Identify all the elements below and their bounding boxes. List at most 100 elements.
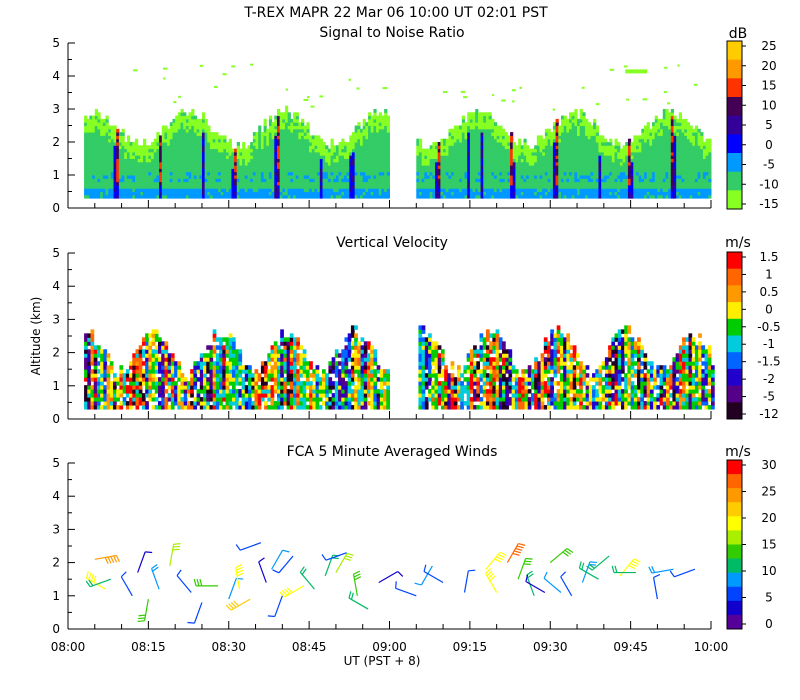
snr-cell <box>92 168 96 173</box>
snr-cell <box>702 194 707 199</box>
snr-cell <box>534 184 538 189</box>
snr-cell <box>386 188 390 192</box>
snr-cell <box>582 122 586 126</box>
snr-cell <box>293 125 297 130</box>
snr-cell <box>86 122 90 126</box>
velocity-cell <box>93 365 98 370</box>
velocity-cell <box>87 333 92 338</box>
snr-cell <box>121 155 125 159</box>
snr-cell <box>268 138 273 143</box>
snr-cell <box>638 151 642 156</box>
snr-cell <box>84 135 88 140</box>
snr-cell <box>544 142 549 146</box>
snr-cell <box>456 148 460 153</box>
snr-cell <box>569 155 573 159</box>
snr-cell <box>263 181 267 186</box>
snr-cell <box>94 118 98 123</box>
snr-cell <box>295 128 299 133</box>
snr-cell <box>595 184 599 189</box>
snr-cell <box>544 135 549 140</box>
snr-cell <box>686 165 691 169</box>
snr-cell <box>676 191 680 196</box>
snr-cell <box>603 138 608 143</box>
snr-cell <box>191 168 195 173</box>
snr-cell <box>542 165 546 169</box>
snr-cell <box>518 191 522 196</box>
snr-cell <box>563 184 567 189</box>
snr-cell <box>472 151 476 156</box>
snr-cell <box>496 142 500 146</box>
snr-cell <box>236 191 240 196</box>
snr-cell <box>678 122 683 126</box>
snr-cell <box>247 168 251 173</box>
snr-cell <box>662 115 666 120</box>
snr-cell <box>185 165 190 169</box>
snr-cell <box>544 155 549 159</box>
snr-cell <box>113 125 117 130</box>
snr-cell <box>287 158 291 163</box>
snr-cell <box>314 142 318 146</box>
snr-cell <box>534 161 538 166</box>
snr-cell <box>351 132 356 136</box>
snr-cell <box>129 151 133 156</box>
snr-cell <box>381 178 385 183</box>
snr-cell <box>346 191 350 196</box>
snr-cell <box>686 151 691 156</box>
snr-cell <box>134 175 139 179</box>
snr-cell <box>276 194 281 199</box>
snr-cell <box>670 165 674 169</box>
snr-cell <box>477 175 482 179</box>
snr-cell <box>285 151 289 156</box>
snr-cell <box>569 184 573 189</box>
snr-cell <box>665 109 669 113</box>
colorbar-label: 20 <box>761 59 776 73</box>
snr-cell <box>193 191 198 196</box>
snr-cell <box>601 138 605 143</box>
snr-cell <box>341 165 345 169</box>
snr-cell <box>279 191 283 196</box>
velocity-cell <box>84 369 88 374</box>
snr-cell <box>108 138 112 143</box>
snr-cell <box>113 135 117 140</box>
snr-cell <box>512 145 516 150</box>
snr-cell <box>258 148 262 153</box>
snr-cell <box>560 135 565 140</box>
snr-cell <box>574 109 578 113</box>
snr-cell <box>360 178 364 183</box>
snr-cell <box>617 178 621 183</box>
snr-cell <box>421 194 425 199</box>
snr-cell <box>333 181 337 186</box>
snr-cell <box>357 161 361 166</box>
snr-cell <box>660 194 664 199</box>
snr-cell <box>384 138 388 143</box>
snr-cell <box>226 161 230 166</box>
snr-cell <box>585 128 589 133</box>
snr-cell <box>563 151 567 156</box>
snr-cell <box>635 148 640 153</box>
snr-cell <box>448 181 452 186</box>
snr-cell <box>290 132 294 136</box>
snr-cell <box>523 145 527 150</box>
snr-cell <box>469 132 474 136</box>
snr-cell <box>92 171 96 176</box>
snr-cell <box>590 165 594 169</box>
snr-cell <box>673 184 677 189</box>
snr-cell <box>311 191 315 196</box>
snr-cell <box>627 175 632 179</box>
snr-cell <box>343 191 348 196</box>
snr-cell <box>566 188 570 192</box>
snr-cell <box>555 178 559 183</box>
snr-cell <box>153 168 157 173</box>
snr-cell <box>499 181 503 186</box>
snr-cell <box>475 109 479 113</box>
snr-cell <box>496 138 500 143</box>
snr-cell <box>676 184 680 189</box>
snr-cell <box>528 191 532 196</box>
snr-cell <box>496 188 500 192</box>
snr-cell <box>705 188 709 192</box>
snr-cell <box>236 145 240 150</box>
snr-cell <box>134 165 139 169</box>
snr-cell <box>544 181 549 186</box>
snr-cell <box>193 181 198 186</box>
snr-cell <box>89 191 93 196</box>
